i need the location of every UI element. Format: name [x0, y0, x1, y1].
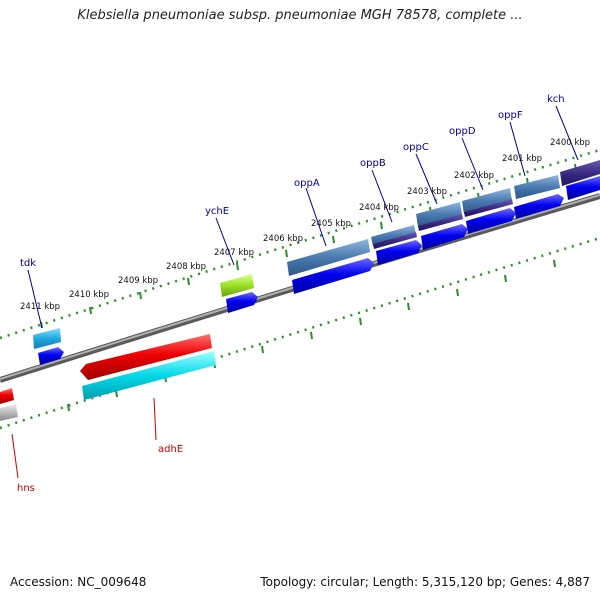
gene-label-ychE: ychE	[205, 206, 229, 217]
tick-label: 2405 kbp	[311, 219, 351, 229]
tick-label: 2403 kbp	[407, 187, 447, 197]
cds-adhE-arrow	[80, 334, 212, 380]
tick-label: 2408 kbp	[166, 262, 206, 272]
cds-oppD-arrow	[466, 208, 516, 234]
gene-labels: kch oppF oppD oppC oppB oppA ychE tdk ad…	[17, 94, 565, 494]
tick-label: 2406 kbp	[263, 234, 303, 244]
tick-label: 2400 kbp	[550, 138, 590, 148]
gene-label-tdk: tdk	[20, 258, 36, 269]
cds-oppF-arrow	[514, 194, 564, 219]
tick-label: 2410 kbp	[69, 290, 109, 300]
lower-tick-rail	[0, 236, 600, 430]
feature-oppD-track	[462, 188, 512, 214]
page-title: Klebsiella pneumoniae subsp. pneumoniae …	[77, 8, 523, 23]
feature-kch-track	[560, 160, 600, 186]
cds-hns-arrow	[0, 388, 14, 404]
gene-label-oppF: oppF	[498, 110, 523, 121]
cds-kch-arrow	[566, 176, 600, 200]
cds-ychE-arrow	[226, 292, 258, 313]
feature-oppD-track-b	[464, 199, 513, 217]
feature-oppF-track	[514, 175, 560, 199]
feature-oppA-track	[287, 239, 370, 276]
cds-tdk-arrow	[38, 347, 64, 365]
gene-label-oppA: oppA	[294, 178, 320, 189]
tick-label: 2401 kbp	[502, 154, 542, 164]
gene-label-oppD: oppD	[449, 126, 476, 137]
gene-label-oppC: oppC	[403, 142, 429, 153]
tick-label: 2411 kbp	[20, 302, 60, 312]
cds-oppC-arrow	[421, 224, 468, 250]
genome-summary: Topology: circular; Length: 5,315,120 bp…	[260, 575, 590, 589]
label-leaders	[11, 105, 579, 479]
tick-label: 2404 kbp	[359, 203, 399, 213]
tick-labels: 2400 kbp 2401 kbp 2402 kbp 2403 kbp 2404…	[20, 138, 590, 312]
feature-oppC-track-b	[418, 214, 463, 231]
cds-oppA-arrow	[292, 258, 374, 294]
tick-label: 2409 kbp	[118, 276, 158, 286]
tick-label: 2402 kbp	[454, 171, 494, 181]
accession-label: Accession: NC_009648	[10, 575, 147, 589]
gene-label-hns: hns	[17, 483, 35, 494]
feature-oppB-track-b	[373, 232, 417, 249]
gene-label-kch: kch	[547, 94, 565, 105]
feature-hns-track	[0, 404, 18, 421]
tick-label: 2407 kbp	[214, 248, 254, 258]
feature-ychE-track	[220, 274, 254, 297]
feature-tdk-track	[33, 328, 61, 349]
feature-oppB-track	[371, 225, 416, 246]
cds-oppB-arrow	[376, 240, 422, 265]
feature-oppC-track	[416, 202, 462, 227]
gene-label-adhE: adhE	[158, 444, 183, 455]
feature-adhE-track	[82, 351, 216, 400]
upper-tick-rail	[0, 148, 600, 340]
gene-label-oppB: oppB	[360, 158, 386, 169]
